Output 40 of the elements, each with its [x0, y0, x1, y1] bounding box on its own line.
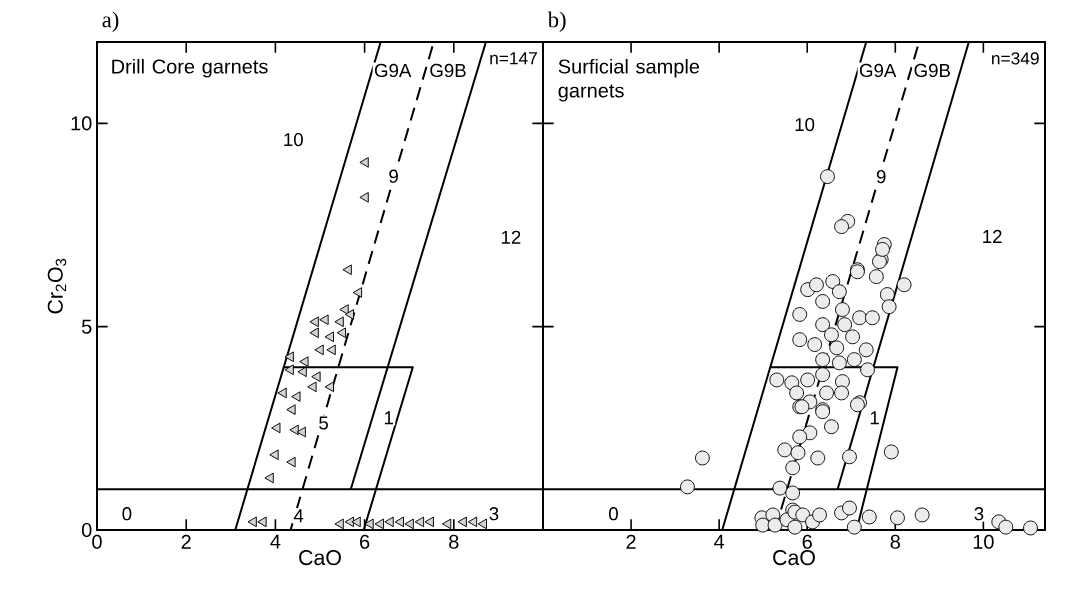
- x-axis-title: CaO: [773, 550, 815, 566]
- annotation: 12: [501, 230, 521, 244]
- annotation: 0: [609, 507, 618, 521]
- x-tick-label: 0: [92, 534, 102, 549]
- annotation: n=147: [490, 52, 537, 65]
- annotation: 3: [489, 507, 499, 521]
- y-tick-label: 0: [81, 522, 92, 538]
- annotation: 3: [974, 507, 984, 521]
- y-tick-label: 10: [71, 116, 92, 131]
- y-tick-label: 5: [81, 319, 92, 334]
- annotation: Drill Core garnets: [112, 58, 268, 78]
- x-tick-label: 8: [449, 534, 459, 549]
- annotation: G9B: [430, 63, 466, 78]
- annotation: Surficial sample garnets: [558, 58, 700, 102]
- x-tick-label: 4: [270, 534, 281, 549]
- annotation: 10: [284, 132, 303, 147]
- y-axis-title: Cr$_{2}$O$_{3}$: [47, 258, 67, 314]
- chart-title: b): [547, 11, 566, 32]
- annotation: 12: [983, 229, 1002, 243]
- x-tick-label: 6: [802, 534, 812, 549]
- x-tick-label: 4: [714, 534, 725, 549]
- annotation: 0: [122, 507, 132, 521]
- annotation: G9B: [914, 63, 950, 78]
- x-tick-label: 8: [890, 534, 900, 549]
- x-tick-label: 2: [626, 534, 636, 549]
- annotation: G9A: [374, 63, 412, 78]
- x-tick-label: 6: [360, 534, 370, 549]
- annotation: G9A: [859, 63, 897, 78]
- annotation: 1: [384, 411, 393, 425]
- x-tick-label: 10: [973, 534, 994, 549]
- annotation: 1: [870, 411, 879, 425]
- annotation: 10: [795, 117, 815, 132]
- annotation: 5: [319, 416, 328, 430]
- chart-title: a): [102, 11, 119, 32]
- annotation: 4: [293, 509, 304, 523]
- annotation: 9: [389, 169, 398, 183]
- x-axis-title: CaO: [299, 550, 341, 566]
- annotation: n=349: [992, 52, 1039, 65]
- annotation: 9: [876, 169, 886, 184]
- x-tick-label: 2: [181, 534, 191, 549]
